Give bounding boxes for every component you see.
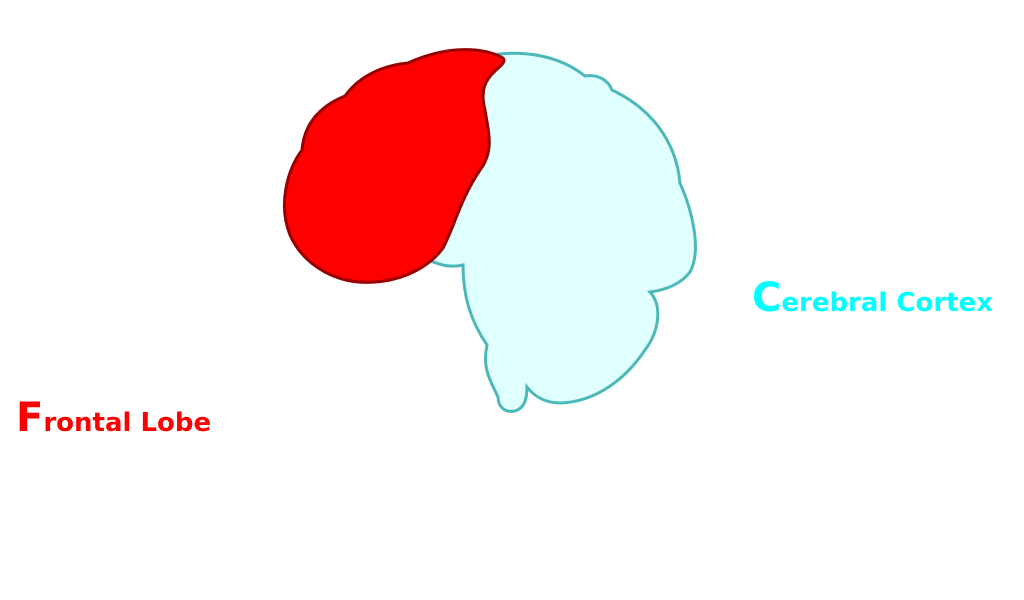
cerebral-cortex-label: Cerebral Cortex — [752, 278, 993, 318]
frontal-lobe-label-rest: rontal Lobe — [43, 408, 212, 438]
frontal-lobe-label-initial: F — [16, 395, 44, 441]
frontal-lobe-region — [282, 48, 506, 284]
cerebral-cortex-label-initial: C — [752, 275, 782, 321]
cerebral-cortex-label-rest: erebral Cortex — [781, 288, 993, 318]
frontal-lobe-label: Frontal Lobe — [16, 398, 211, 438]
